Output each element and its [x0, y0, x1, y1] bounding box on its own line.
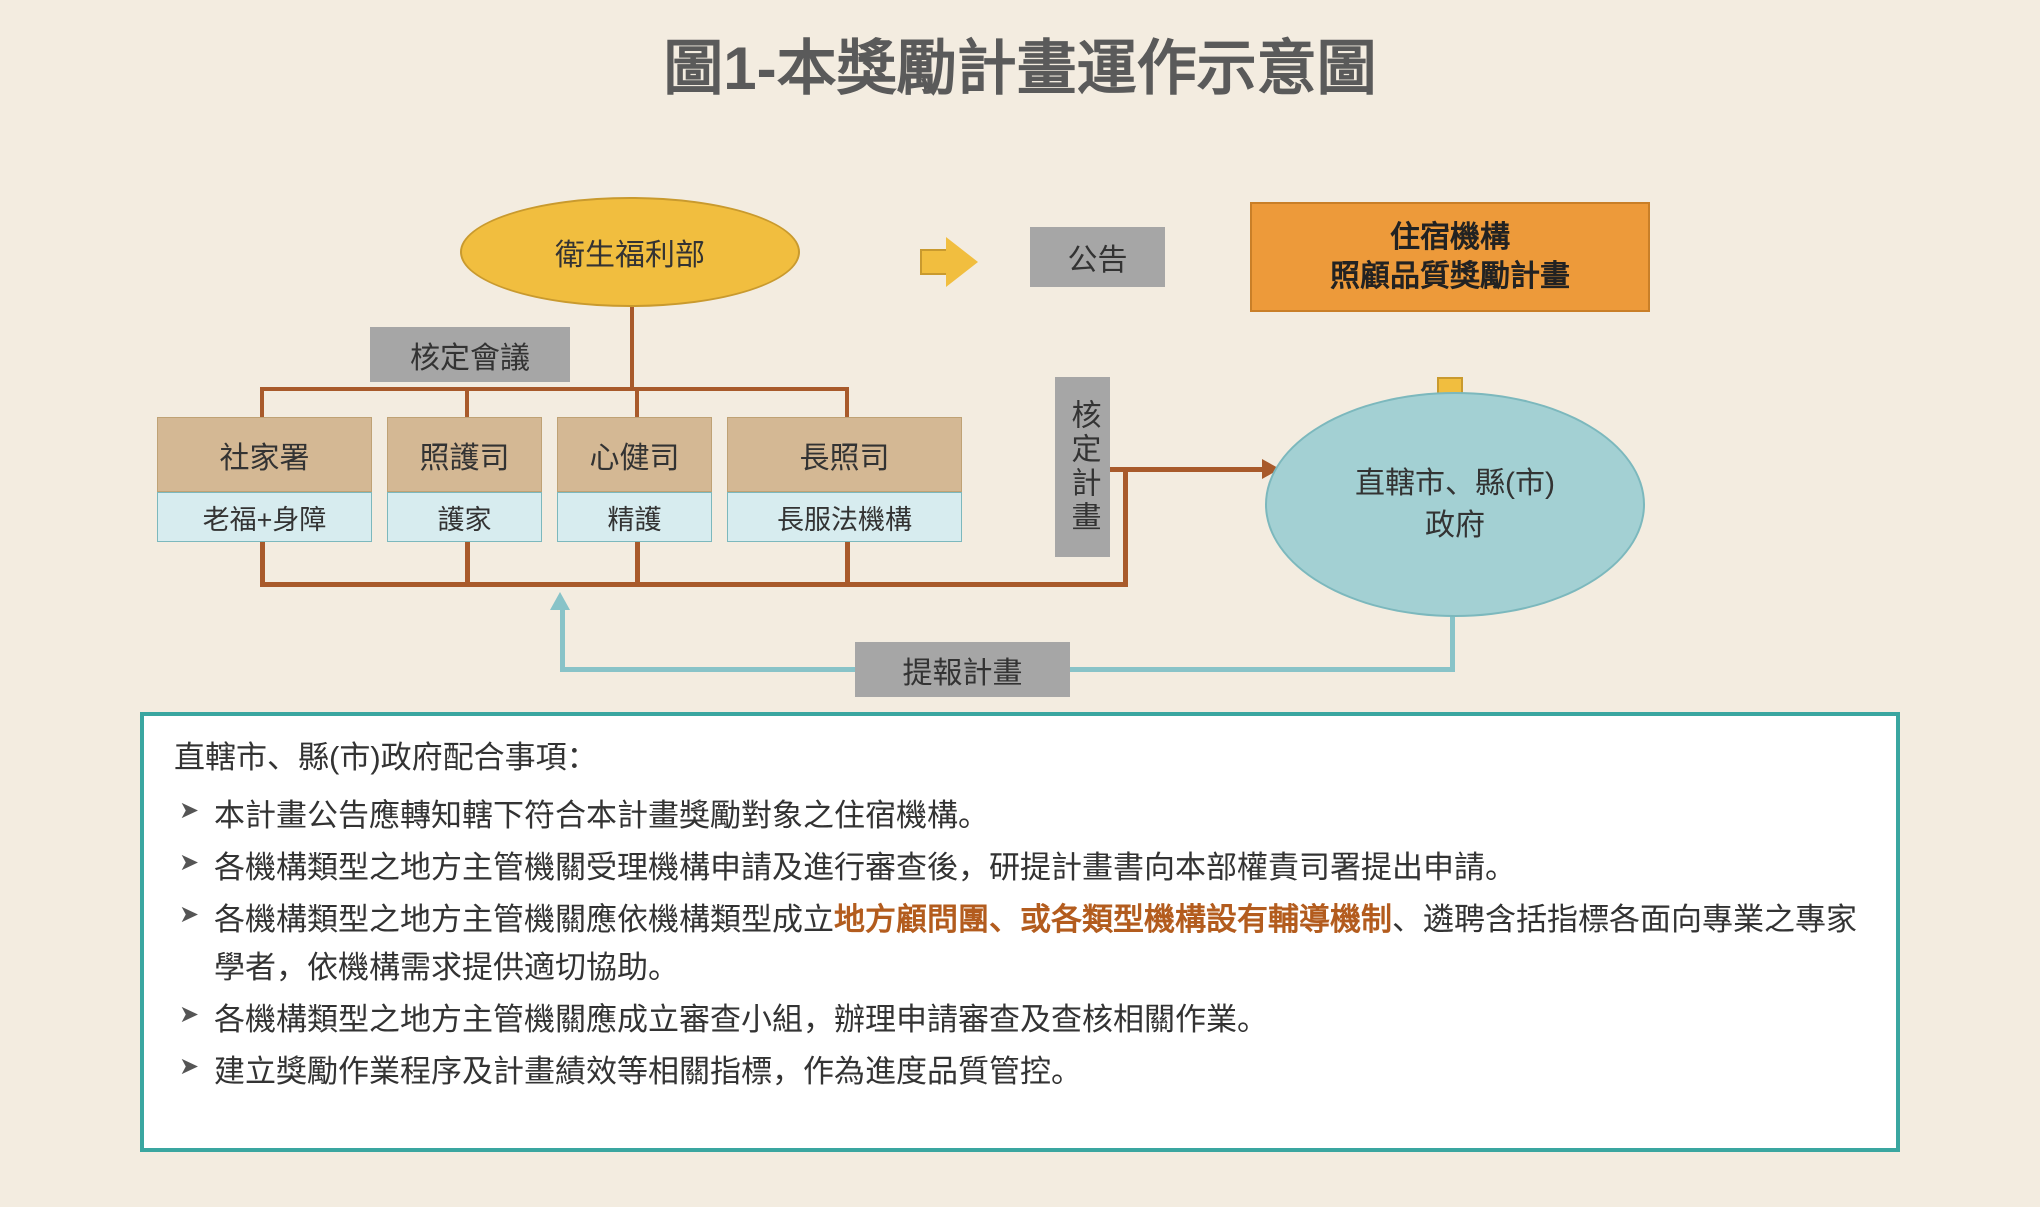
node-mohw: 衛生福利部 — [460, 197, 800, 307]
dept-bot-2: 精護 — [557, 492, 712, 542]
node-approval-meeting: 核定會議 — [370, 327, 570, 382]
node-announce: 公告 — [1030, 227, 1165, 287]
arrow-announce — [920, 237, 980, 287]
tree-drop-2 — [635, 387, 639, 417]
brown-hbar — [260, 582, 1123, 587]
tree-hbar — [260, 387, 849, 391]
panel-item-2: 各機構類型之地方主管機關應依機構類型成立地方顧問團、或各類型機構設有輔導機制、遴… — [174, 896, 1866, 992]
teal-from-ellipse — [1450, 612, 1455, 672]
dept-top-2: 心健司 — [557, 417, 712, 492]
tree-trunk — [630, 307, 634, 387]
brown-vup — [1123, 467, 1128, 587]
brown-riser-2 — [635, 542, 640, 587]
tree-drop-0 — [260, 387, 264, 417]
brown-riser-3 — [845, 542, 850, 587]
teal-arrowhead — [550, 592, 570, 610]
dept-bot-0: 老福+身障 — [157, 492, 372, 542]
diagram-canvas: 衛生福利部核定會議 公告 住宿機構照顧品質獎勵計畫直轄市、縣(市)政府 核定計畫提報計… — [0, 107, 2040, 1207]
node-submit-plan: 提報計畫 — [855, 642, 1070, 697]
panel-requirements: 直轄市、縣(市)政府配合事項： 本計畫公告應轉知轄下符合本計畫獎勵對象之住宿機構。… — [140, 712, 1900, 1152]
dept-top-1: 照護司 — [387, 417, 542, 492]
dept-bot-3: 長服法機構 — [727, 492, 962, 542]
brown-riser-0 — [260, 542, 265, 587]
dept-bot-1: 護家 — [387, 492, 542, 542]
dept-top-0: 社家署 — [157, 417, 372, 492]
page-title: 圖1-本獎勵計畫運作示意圖 — [0, 0, 2040, 107]
tree-drop-1 — [465, 387, 469, 417]
node-local-gov: 直轄市、縣(市)政府 — [1265, 392, 1645, 617]
dept-top-3: 長照司 — [727, 417, 962, 492]
panel-item-3: 各機構類型之地方主管機關應成立審查小組，辦理申請審查及查核相關作業。 — [174, 996, 1866, 1044]
panel-heading: 直轄市、縣(市)政府配合事項： — [174, 734, 1866, 782]
panel-item-1: 各機構類型之地方主管機關受理機構申請及進行審查後，研提計畫書向本部權責司署提出申… — [174, 844, 1866, 892]
node-approval-plan: 核定計畫 — [1055, 377, 1110, 557]
panel-item-4: 建立獎勵作業程序及計畫績效等相關指標，作為進度品質管控。 — [174, 1048, 1866, 1096]
tree-drop-3 — [845, 387, 849, 417]
brown-to-ellipse — [1110, 467, 1270, 472]
node-program: 住宿機構照顧品質獎勵計畫 — [1250, 202, 1650, 312]
panel-list: 本計畫公告應轉知轄下符合本計畫獎勵對象之住宿機構。各機構類型之地方主管機關受理機… — [174, 792, 1866, 1096]
brown-riser-1 — [465, 542, 470, 587]
panel-item-0: 本計畫公告應轉知轄下符合本計畫獎勵對象之住宿機構。 — [174, 792, 1866, 840]
teal-vup — [560, 602, 565, 672]
